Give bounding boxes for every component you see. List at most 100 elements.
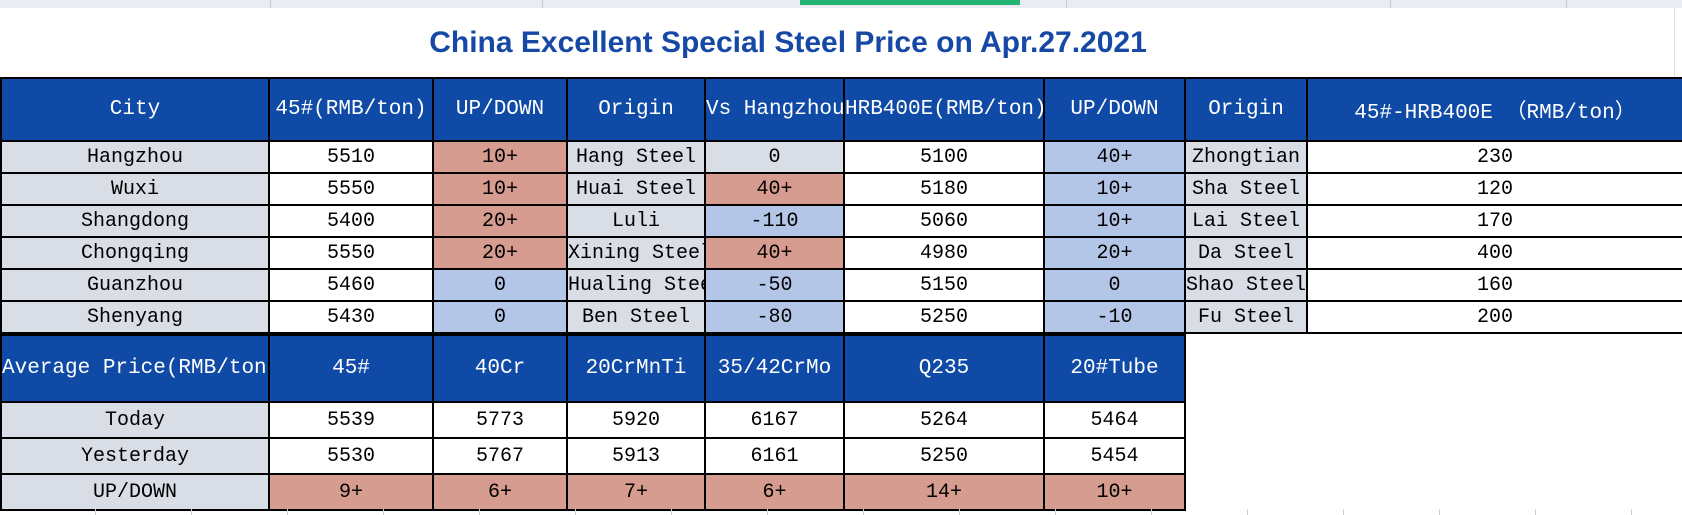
table-cell[interactable]: 0 — [432, 300, 568, 334]
table-cell[interactable]: 10+ — [432, 140, 568, 174]
table-cell[interactable]: Hangzhou — [0, 140, 270, 174]
table-cell[interactable]: 5539 — [268, 401, 434, 439]
table-cell[interactable]: 10+ — [1043, 204, 1186, 238]
table-cell[interactable]: Wuxi — [0, 172, 270, 206]
table-cell[interactable]: 400 — [1306, 236, 1682, 270]
table-cell[interactable]: 5530 — [268, 437, 434, 475]
table-cell[interactable]: 5100 — [843, 140, 1045, 174]
table-row: Chongqing 5550 20+ Xining Steel 40+ 4980… — [0, 236, 1682, 270]
table-cell[interactable]: 40+ — [704, 172, 845, 206]
table-cell[interactable]: Xining Steel — [566, 236, 706, 270]
table-cell[interactable]: 5400 — [268, 204, 434, 238]
table-cell[interactable]: 5454 — [1043, 437, 1186, 475]
col-header-40cr[interactable]: 40Cr — [432, 334, 568, 403]
table-cell[interactable]: 6161 — [704, 437, 845, 475]
gridline — [270, 0, 271, 8]
table-cell[interactable]: 5767 — [432, 437, 568, 475]
table-cell[interactable]: 200 — [1306, 300, 1682, 334]
table-cell[interactable]: 10+ — [432, 172, 568, 206]
table-cell[interactable]: 0 — [432, 268, 568, 302]
table-cell[interactable]: 10+ — [1043, 172, 1186, 206]
table-cell[interactable]: 20+ — [432, 236, 568, 270]
table-cell[interactable]: 0 — [704, 140, 845, 174]
table-cell[interactable]: 0 — [1043, 268, 1186, 302]
table-cell[interactable]: Shao Steel — [1184, 268, 1308, 302]
table-cell[interactable]: 40+ — [1043, 140, 1186, 174]
row-label[interactable]: UP/DOWN — [0, 473, 270, 511]
table-row: Shangdong 5400 20+ Luli -110 5060 10+ La… — [0, 204, 1682, 238]
table-cell[interactable]: -10 — [1043, 300, 1186, 334]
table-row: Shenyang 5430 0 Ben Steel -80 5250 -10 F… — [0, 300, 1682, 334]
col-header-origin-hrb[interactable]: Origin — [1184, 77, 1308, 142]
col-header-20tube[interactable]: 20#Tube — [1043, 334, 1186, 403]
table-cell[interactable]: 14+ — [843, 473, 1045, 511]
col-header-vs-hangzhou[interactable]: Vs Hangzhou — [704, 77, 845, 142]
table-cell[interactable]: Sha Steel — [1184, 172, 1308, 206]
table-cell[interactable]: 5150 — [843, 268, 1045, 302]
table-cell[interactable]: 5460 — [268, 268, 434, 302]
table-cell[interactable]: 5913 — [566, 437, 706, 475]
row-label[interactable]: Today — [0, 401, 270, 439]
table-cell[interactable]: Zhongtian — [1184, 140, 1308, 174]
table-cell[interactable]: 7+ — [566, 473, 706, 511]
table-cell[interactable]: 5430 — [268, 300, 434, 334]
table-cell[interactable]: 6+ — [704, 473, 845, 511]
table-cell[interactable]: 5773 — [432, 401, 568, 439]
table-cell[interactable]: Lai Steel — [1184, 204, 1308, 238]
table-cell[interactable]: 230 — [1306, 140, 1682, 174]
col-header-origin-45[interactable]: Origin — [566, 77, 706, 142]
table-cell[interactable]: 5464 — [1043, 401, 1186, 439]
table-cell[interactable]: 10+ — [1043, 473, 1186, 511]
table-cell[interactable]: 170 — [1306, 204, 1682, 238]
table-row: Wuxi 5550 10+ Huai Steel 40+ 5180 10+ Sh… — [0, 172, 1682, 206]
col-header-city[interactable]: City — [0, 77, 270, 142]
col-header-average-price[interactable]: Average Price(RMB/ton) — [0, 334, 270, 403]
table-cell[interactable]: Guanzhou — [0, 268, 270, 302]
row-label[interactable]: Yesterday — [0, 437, 270, 475]
table-cell[interactable]: 40+ — [704, 236, 845, 270]
col-header-diff[interactable]: 45#-HRB400E （RMB/ton） — [1306, 77, 1682, 142]
table-cell[interactable]: Shangdong — [0, 204, 270, 238]
table-cell[interactable]: Luli — [566, 204, 706, 238]
price-tables: City 45#(RMB/ton) UP/DOWN Origin Vs Hang… — [0, 77, 1682, 511]
table-cell[interactable]: Hang Steel — [566, 140, 706, 174]
table-row: Hangzhou 5510 10+ Hang Steel 0 5100 40+ … — [0, 140, 1682, 174]
table-cell[interactable]: 6+ — [432, 473, 568, 511]
table-cell[interactable]: 5550 — [268, 236, 434, 270]
table-cell[interactable]: 20+ — [432, 204, 568, 238]
table-cell[interactable]: Ben Steel — [566, 300, 706, 334]
table-cell[interactable]: 20+ — [1043, 236, 1186, 270]
table-cell[interactable]: 5920 — [566, 401, 706, 439]
table-cell[interactable]: Chongqing — [0, 236, 270, 270]
col-header-hrb-price[interactable]: HRB400E(RMB/ton) — [843, 77, 1045, 142]
table-cell[interactable]: 5180 — [843, 172, 1045, 206]
table-cell[interactable]: Huai Steel — [566, 172, 706, 206]
col-header-45-price[interactable]: 45#(RMB/ton) — [268, 77, 434, 142]
table-cell[interactable]: 4980 — [843, 236, 1045, 270]
col-header-updown-45[interactable]: UP/DOWN — [432, 77, 568, 142]
table-cell[interactable]: -80 — [704, 300, 845, 334]
col-header-q235[interactable]: Q235 — [843, 334, 1045, 403]
table-cell[interactable]: Shenyang — [0, 300, 270, 334]
col-header-20crmnti[interactable]: 20CrMnTi — [566, 334, 706, 403]
table-cell[interactable]: Fu Steel — [1184, 300, 1308, 334]
col-header-updown-hrb[interactable]: UP/DOWN — [1043, 77, 1186, 142]
table-cell[interactable]: 120 — [1306, 172, 1682, 206]
table-cell[interactable]: 6167 — [704, 401, 845, 439]
average-price-table: Average Price(RMB/ton) 45# 40Cr 20CrMnTi… — [0, 334, 1186, 511]
table-cell[interactable]: Hualing Steel — [566, 268, 706, 302]
table-cell[interactable]: -110 — [704, 204, 845, 238]
col-header-45[interactable]: 45# — [268, 334, 434, 403]
table-cell[interactable]: 160 — [1306, 268, 1682, 302]
col-header-3542crmo[interactable]: 35/42CrMo — [704, 334, 845, 403]
table-cell[interactable]: 5060 — [843, 204, 1045, 238]
table-cell[interactable]: 9+ — [268, 473, 434, 511]
table-cell[interactable]: -50 — [704, 268, 845, 302]
table-cell[interactable]: 5264 — [843, 401, 1045, 439]
table-cell[interactable]: 5250 — [843, 437, 1045, 475]
table-cell[interactable]: Da Steel — [1184, 236, 1308, 270]
table-cell[interactable]: 5550 — [268, 172, 434, 206]
table-cell[interactable]: 5250 — [843, 300, 1045, 334]
table-cell[interactable]: 5510 — [268, 140, 434, 174]
